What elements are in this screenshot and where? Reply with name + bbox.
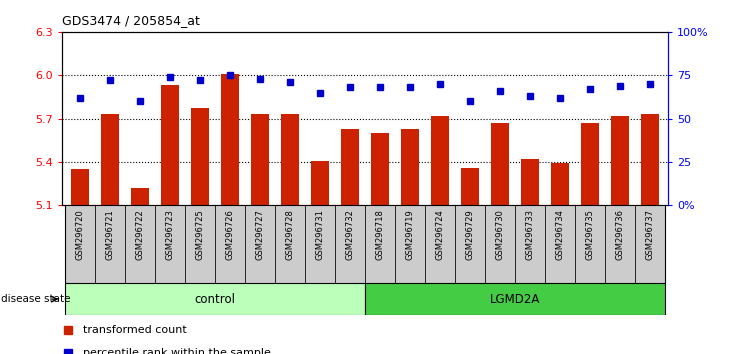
Bar bbox=[521, 159, 539, 205]
Bar bbox=[551, 164, 569, 205]
Text: GSM296727: GSM296727 bbox=[255, 209, 264, 260]
Text: percentile rank within the sample: percentile rank within the sample bbox=[83, 348, 271, 354]
Bar bbox=[191, 108, 209, 205]
Bar bbox=[221, 74, 239, 205]
Bar bbox=[155, 205, 185, 283]
Bar bbox=[401, 129, 419, 205]
Bar bbox=[485, 205, 515, 283]
Bar bbox=[305, 205, 335, 283]
Text: GSM296726: GSM296726 bbox=[226, 209, 234, 260]
Text: GSM296735: GSM296735 bbox=[585, 209, 594, 260]
Bar bbox=[425, 205, 455, 283]
Text: GSM296719: GSM296719 bbox=[405, 209, 415, 260]
Text: GSM296733: GSM296733 bbox=[526, 209, 534, 260]
Text: GSM296732: GSM296732 bbox=[345, 209, 355, 260]
Bar bbox=[185, 205, 215, 283]
Text: transformed count: transformed count bbox=[83, 325, 187, 335]
Bar bbox=[635, 205, 665, 283]
Text: GSM296722: GSM296722 bbox=[136, 209, 145, 260]
Text: GDS3474 / 205854_at: GDS3474 / 205854_at bbox=[62, 14, 200, 27]
Bar bbox=[515, 205, 545, 283]
Bar bbox=[101, 114, 119, 205]
Bar bbox=[275, 205, 305, 283]
Bar bbox=[461, 168, 479, 205]
Bar bbox=[131, 188, 149, 205]
Bar bbox=[95, 205, 125, 283]
Text: GSM296737: GSM296737 bbox=[645, 209, 655, 260]
Bar bbox=[641, 114, 659, 205]
Bar bbox=[605, 205, 635, 283]
Text: GSM296725: GSM296725 bbox=[196, 209, 204, 260]
Bar bbox=[575, 205, 605, 283]
Bar bbox=[395, 205, 425, 283]
Text: GSM296721: GSM296721 bbox=[106, 209, 115, 260]
Bar bbox=[341, 129, 359, 205]
Bar bbox=[491, 123, 509, 205]
Bar bbox=[125, 205, 155, 283]
Bar bbox=[431, 116, 449, 205]
Text: GSM296723: GSM296723 bbox=[166, 209, 174, 260]
Text: GSM296728: GSM296728 bbox=[285, 209, 294, 260]
Text: GSM296734: GSM296734 bbox=[556, 209, 564, 260]
Text: GSM296724: GSM296724 bbox=[436, 209, 445, 260]
Text: GSM296730: GSM296730 bbox=[496, 209, 504, 260]
Bar bbox=[71, 169, 89, 205]
Bar bbox=[371, 133, 389, 205]
Bar bbox=[245, 205, 275, 283]
Bar bbox=[161, 85, 179, 205]
Bar bbox=[581, 123, 599, 205]
Text: control: control bbox=[194, 293, 236, 306]
Bar bbox=[365, 205, 395, 283]
Bar bbox=[281, 114, 299, 205]
Bar bbox=[311, 160, 329, 205]
Bar bbox=[65, 205, 95, 283]
Text: LGMD2A: LGMD2A bbox=[490, 293, 540, 306]
Text: GSM296729: GSM296729 bbox=[466, 209, 474, 260]
Text: GSM296718: GSM296718 bbox=[375, 209, 385, 260]
Bar bbox=[611, 116, 629, 205]
Text: GSM296720: GSM296720 bbox=[75, 209, 85, 260]
Bar bbox=[335, 205, 365, 283]
Text: GSM296731: GSM296731 bbox=[315, 209, 325, 260]
Bar bbox=[215, 205, 245, 283]
Bar bbox=[65, 283, 365, 315]
Bar bbox=[251, 114, 269, 205]
Text: GSM296736: GSM296736 bbox=[615, 209, 624, 260]
Bar bbox=[455, 205, 485, 283]
Text: disease state: disease state bbox=[1, 294, 70, 304]
Bar bbox=[545, 205, 575, 283]
Bar bbox=[365, 283, 665, 315]
